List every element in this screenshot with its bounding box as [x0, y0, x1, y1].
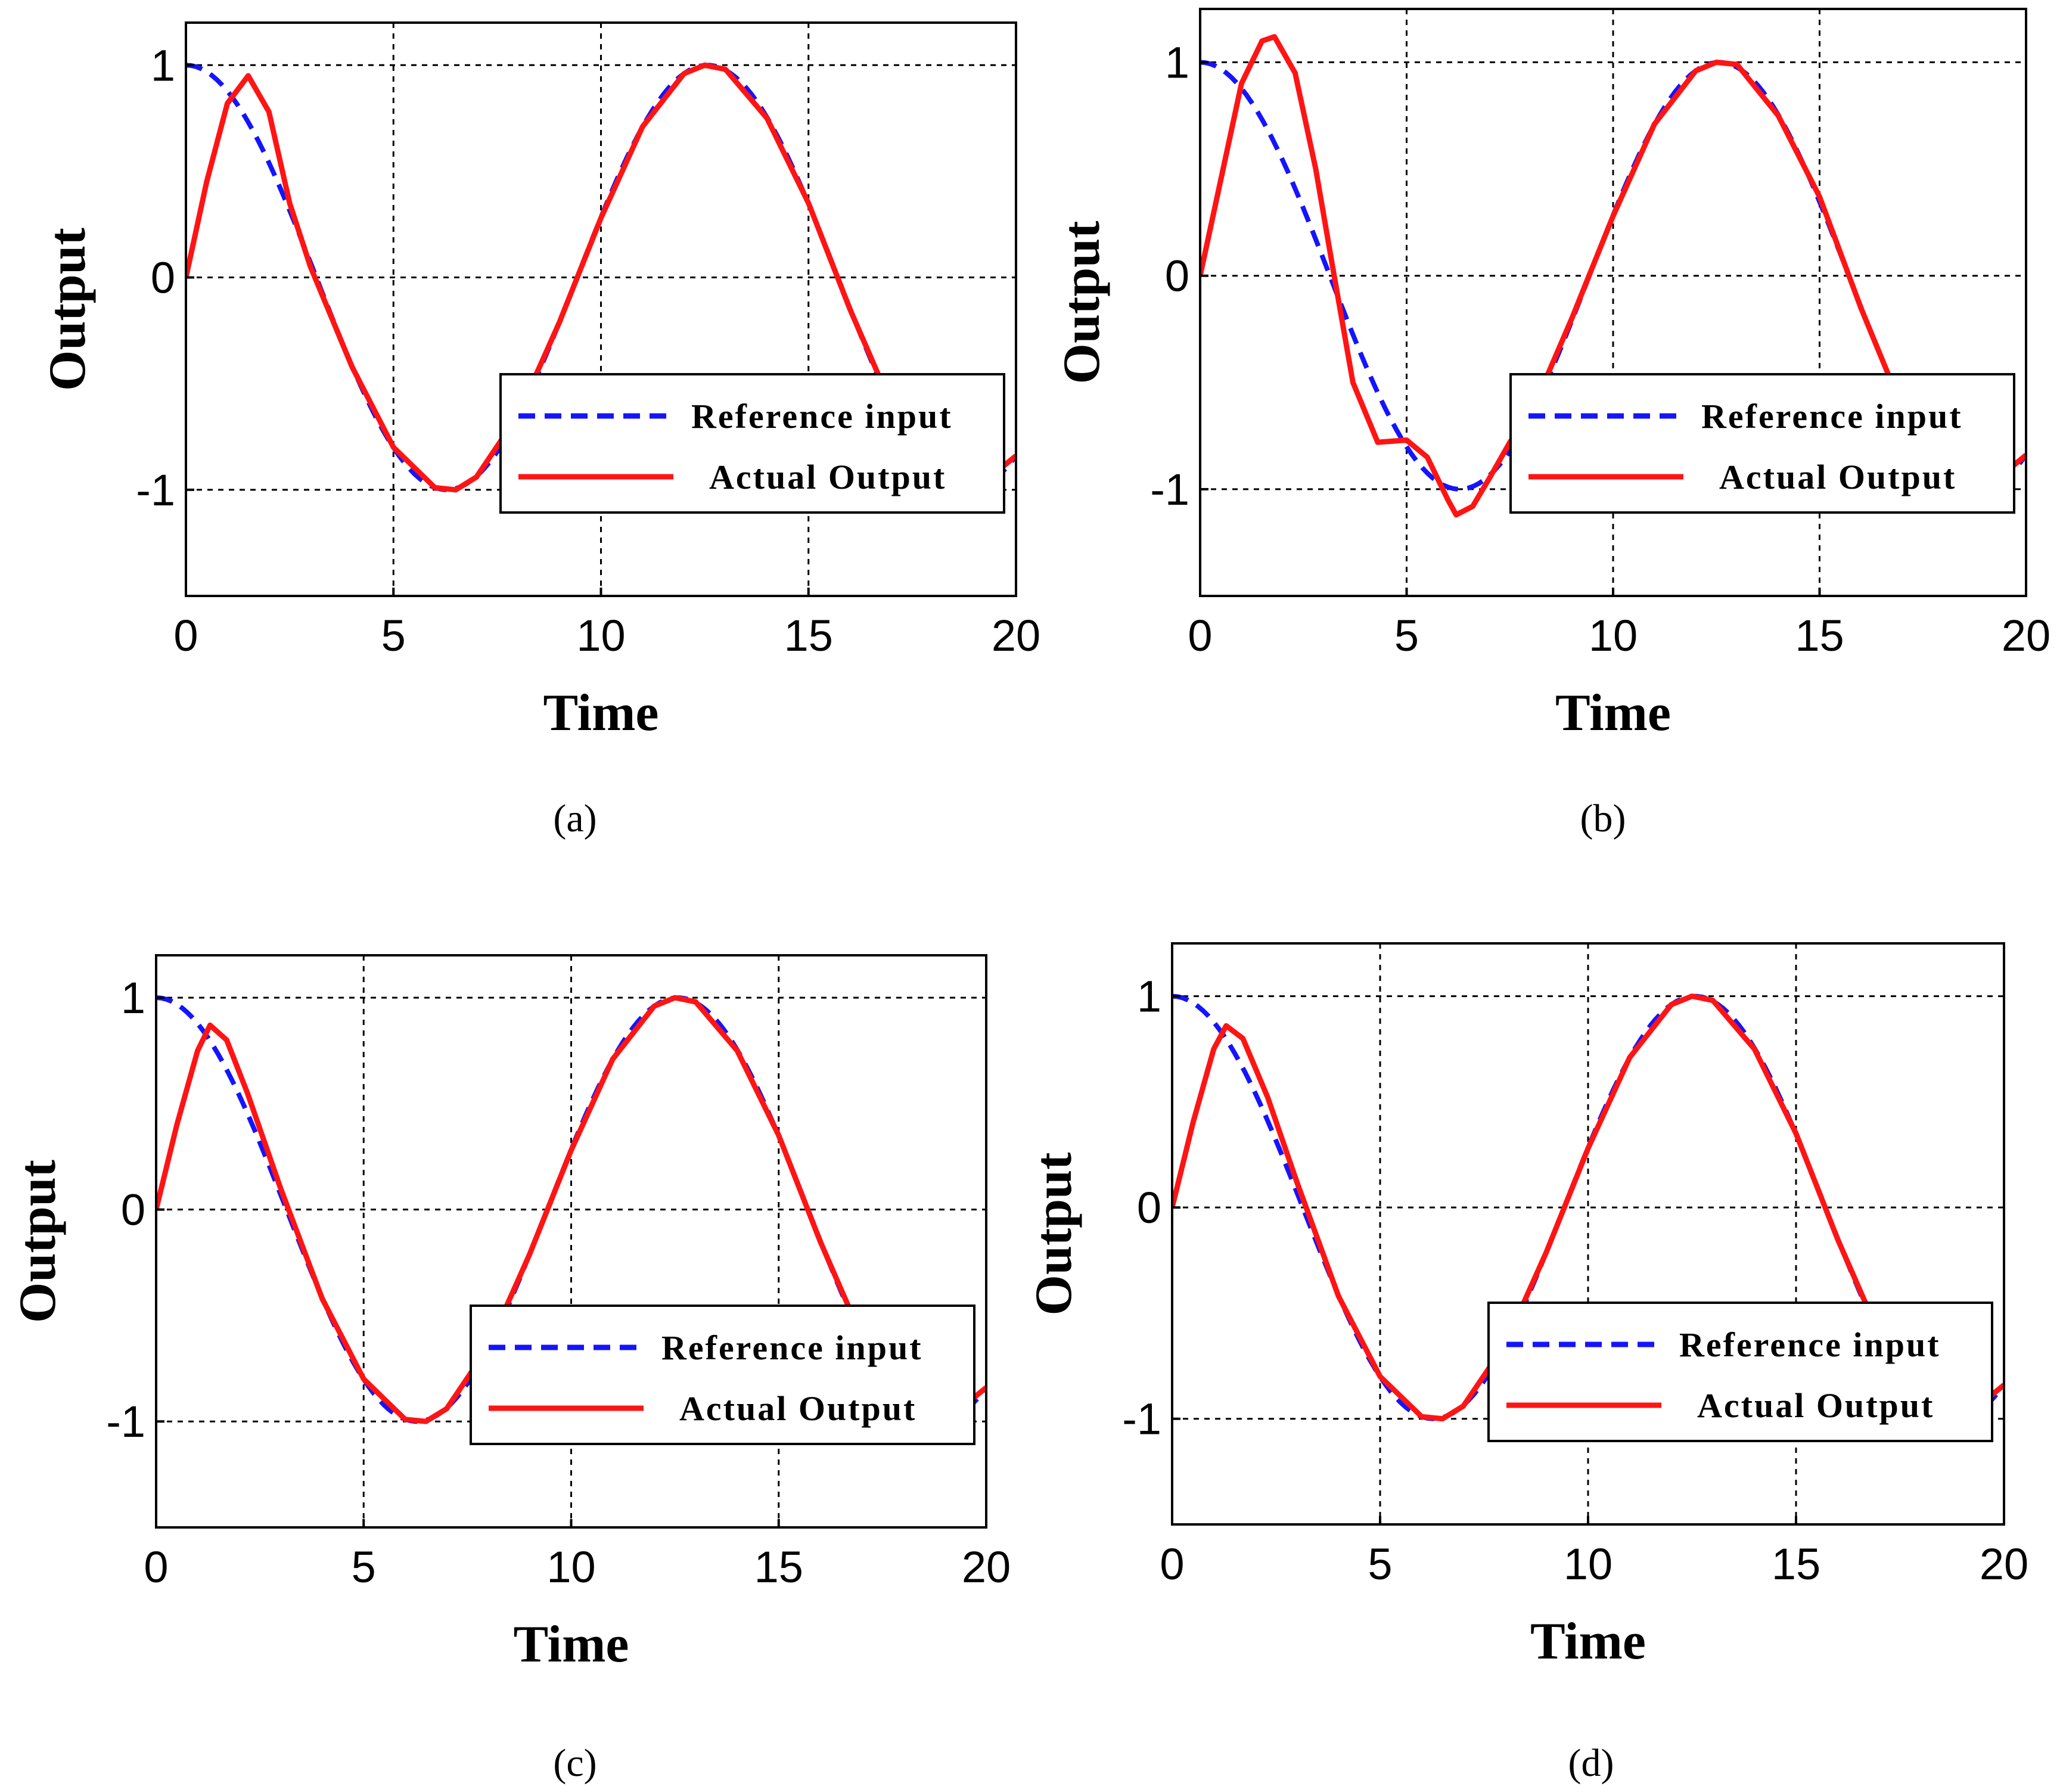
legend: Reference input Actual Output [470, 1305, 975, 1445]
x-tick-label: 5 [1368, 1539, 1392, 1589]
legend-actual-label: Actual Output [709, 458, 946, 496]
x-axis-label: Time [543, 684, 659, 742]
x-tick-label: 20 [2002, 611, 2050, 660]
y-tick-label: 1 [1137, 972, 1161, 1021]
subplot-a: Reference input Actual Output 0 5 10 15 20 -1 0 1… [39, 21, 1040, 840]
legend-reference-label: Reference input [661, 1328, 923, 1367]
y-tick-label: 0 [151, 253, 175, 303]
subplot-d: Reference input Actual Output 0 5 10 15 20 -1 0 1… [1025, 942, 2028, 1785]
y-axis-label: Output [1025, 1153, 1083, 1316]
x-tick-label: 0 [1188, 611, 1212, 660]
y-axis-label: Output [9, 1160, 67, 1323]
legend-box [1487, 1302, 1993, 1442]
y-tick-label: -1 [1150, 465, 1189, 514]
legend-actual-label: Actual Output [679, 1389, 916, 1428]
y-axis-label: Output [39, 228, 97, 391]
x-tick-label: 10 [1564, 1539, 1613, 1589]
panel-caption: (c) [553, 1741, 596, 1785]
x-tick-label: 10 [546, 1542, 595, 1592]
actual-output-line [156, 995, 986, 1424]
y-tick-label: 0 [1165, 251, 1189, 301]
x-tick-label: 20 [962, 1542, 1011, 1592]
x-tick-label: 15 [754, 1542, 803, 1592]
x-tick-label: 20 [992, 611, 1040, 660]
actual-output-line [186, 62, 1016, 493]
x-tick-label: 15 [784, 611, 833, 660]
y-tick-label: -1 [106, 1397, 145, 1446]
legend: Reference input Actual Output [1487, 1302, 1993, 1442]
x-tick-label: 5 [352, 1542, 376, 1592]
legend-box [1509, 373, 2015, 514]
legend-actual-label: Actual Output [1697, 1386, 1934, 1425]
legend-reference-label: Reference input [1679, 1325, 1941, 1364]
x-tick-label: 5 [1394, 611, 1419, 660]
panel-caption: (d) [1568, 1741, 1614, 1785]
actual-output-line [1172, 993, 2004, 1422]
y-tick-label: -1 [136, 465, 175, 515]
panel-caption: (b) [1580, 797, 1626, 840]
legend-box [470, 1305, 975, 1445]
subplot-b: Reference input Actual Output 0 5 10 15 20 -1 0 1… [1053, 8, 2050, 840]
x-tick-label: 0 [144, 1542, 168, 1592]
x-axis-label: Time [514, 1616, 629, 1673]
y-tick-label: 0 [1137, 1183, 1161, 1232]
legend-reference-label: Reference input [1701, 397, 1963, 436]
y-tick-label: -1 [1122, 1395, 1161, 1444]
x-tick-label: 15 [1795, 611, 1844, 660]
x-axis-label: Time [1555, 684, 1671, 742]
x-tick-label: 20 [1980, 1539, 2028, 1589]
x-tick-label: 15 [1772, 1539, 1820, 1589]
legend-box [499, 373, 1005, 514]
x-axis-label: Time [1530, 1613, 1646, 1670]
legend-actual-label: Actual Output [1719, 458, 1956, 496]
x-tick-label: 0 [1160, 1539, 1184, 1589]
x-tick-label: 5 [381, 611, 406, 660]
panel-caption: (a) [553, 797, 596, 840]
y-tick-label: 0 [121, 1185, 145, 1235]
y-tick-label: 1 [1165, 38, 1189, 88]
legend-reference-label: Reference input [691, 397, 953, 436]
x-tick-label: 10 [576, 611, 625, 660]
legend: Reference input Actual Output [1509, 373, 2015, 514]
x-tick-label: 0 [173, 611, 198, 660]
y-tick-label: 1 [151, 41, 175, 90]
x-tick-label: 10 [1589, 611, 1638, 660]
legend: Reference input Actual Output [499, 373, 1005, 514]
actual-output-line [1200, 34, 2026, 518]
y-axis-label: Output [1053, 221, 1111, 384]
y-tick-label: 1 [121, 973, 145, 1023]
subplot-c: Reference input Actual Output 0 5 10 15 20 -1 0 1… [9, 954, 1011, 1785]
